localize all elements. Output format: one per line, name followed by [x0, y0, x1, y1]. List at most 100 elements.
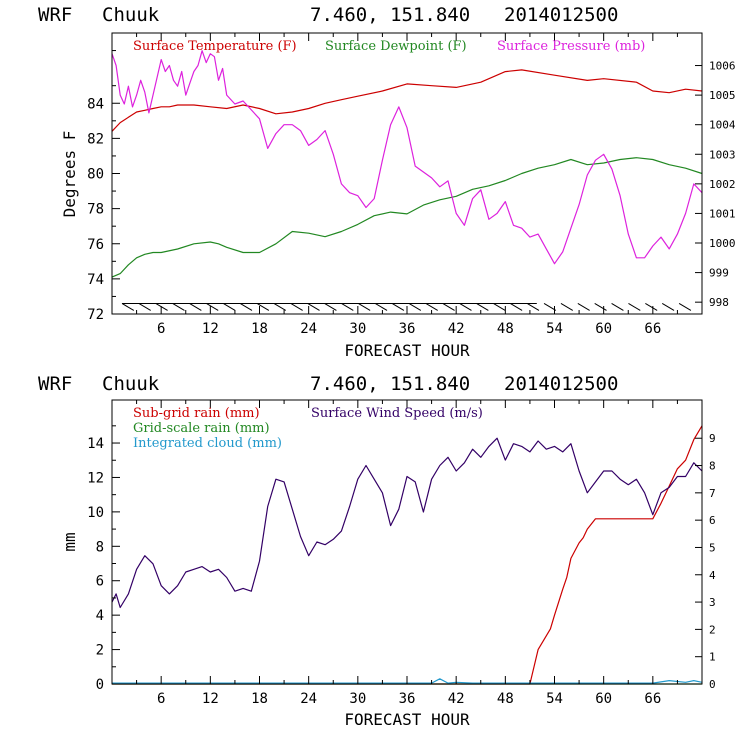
- panel-top: WRF Chuuk 7.460, 151.840 2014012500 6 12 1…: [38, 4, 736, 360]
- top-header-coords: 7.460, 151.840: [310, 4, 470, 26]
- top-x-tick-label: 6: [157, 321, 165, 337]
- top-x-tick-label: 18: [251, 321, 268, 337]
- top-axes: 6 12 18 24 30 36 42 48 54 60 66 72 74 76 78 80 82 84 998 99…: [87, 33, 736, 337]
- top-y2-tick-label: 1002: [709, 178, 736, 191]
- wind-barb: [678, 303, 692, 311]
- wind-barb: [374, 303, 388, 311]
- wind-barb: [442, 303, 455, 311]
- bottom-x-tick-label: 42: [448, 691, 465, 707]
- top-x-tick-label: 36: [399, 321, 416, 337]
- top-x-tick-label: 66: [644, 321, 661, 337]
- bottom-y2-tick-label: 7: [709, 487, 716, 500]
- wind-barb: [526, 303, 540, 311]
- wind-barb: [273, 303, 287, 311]
- top-y-tick-label: 78: [87, 202, 104, 218]
- bottom-header-coords: 7.460, 151.840: [310, 373, 470, 395]
- bottom-y2-tick-label: 2: [709, 623, 716, 636]
- wind-barb: [155, 303, 168, 311]
- wind-barb: [138, 303, 151, 311]
- bottom-x-tick-label: 66: [644, 691, 661, 707]
- top-x-tick-label: 42: [448, 321, 465, 337]
- bottom-x-tick-label: 36: [399, 691, 416, 707]
- bottom-series-line-2: [112, 678, 703, 684]
- panel-bottom: WRF Chuuk 7.460, 151.840 2014012500 6 12 1…: [38, 373, 716, 729]
- wind-barb: [223, 303, 236, 311]
- bottom-y-tick-label: 8: [96, 539, 104, 555]
- top-x-tick-label: 12: [202, 321, 219, 337]
- bottom-series-line-3: [111, 437, 703, 609]
- top-header-station: Chuuk: [102, 4, 160, 26]
- bottom-y2-tick-label: 4: [709, 569, 716, 582]
- top-x-tick-label: 48: [497, 321, 514, 337]
- top-y-tick-label: 72: [87, 307, 104, 323]
- wind-barb: [476, 303, 489, 311]
- bottom-legend-gridscale-rain: Grid-scale rain (mm): [133, 421, 270, 436]
- wind-barb: [290, 303, 303, 311]
- bottom-ylabel: mm: [60, 532, 79, 551]
- bottom-y-tick-label: 14: [87, 436, 104, 452]
- bottom-y-tick-label: 4: [96, 608, 104, 624]
- bottom-axes: 6 12 18 24 30 36 42 48 54 60 660246810121401234567…: [87, 400, 716, 707]
- bottom-y2-tick-label: 9: [709, 432, 716, 445]
- top-y-tick-label: 82: [87, 131, 104, 147]
- top-header-date: 2014012500: [504, 4, 618, 26]
- top-y-tick-label: 80: [87, 167, 104, 183]
- wind-barb: [425, 303, 438, 311]
- bottom-header-date: 2014012500: [504, 373, 618, 395]
- bottom-x-tick-label: 6: [157, 691, 165, 707]
- wind-barb: [121, 303, 135, 311]
- wind-barb: [611, 303, 624, 311]
- top-y2-tick-label: 1004: [709, 119, 736, 132]
- wind-barb: [493, 303, 506, 311]
- wind-barb: [324, 303, 337, 311]
- wind-barb: [594, 303, 607, 311]
- wind-barb: [172, 303, 185, 311]
- top-y-tick-label: 84: [87, 96, 104, 112]
- top-legend-pressure: Surface Pressure (mb): [497, 39, 645, 54]
- top-y2-tick-label: 1000: [709, 237, 736, 250]
- top-legend-dewpoint: Surface Dewpoint (F): [325, 39, 467, 54]
- top-x-tick-label: 54: [546, 321, 563, 337]
- top-xlabel: FORECAST HOUR: [344, 341, 470, 360]
- bottom-series-group: [111, 425, 703, 685]
- top-series-line-0: [111, 69, 703, 132]
- wind-barb: [408, 303, 422, 311]
- top-x-tick-label: 60: [595, 321, 612, 337]
- bottom-header-model: WRF: [38, 373, 72, 395]
- top-y2-tick-label: 998: [709, 296, 729, 309]
- bottom-legend-integrated-cloud: Integrated cloud (mm): [133, 436, 282, 451]
- bottom-xlabel: FORECAST HOUR: [344, 710, 470, 729]
- wind-barb: [661, 303, 675, 311]
- bottom-y2-tick-label: 5: [709, 541, 716, 554]
- bottom-y-tick-label: 10: [87, 505, 104, 521]
- wind-barb: [543, 303, 557, 311]
- bottom-x-tick-label: 24: [300, 691, 317, 707]
- bottom-x-tick-label: 12: [202, 691, 219, 707]
- top-legend-temperature: Surface Temperature (F): [133, 39, 297, 54]
- bottom-x-tick-label: 30: [349, 691, 366, 707]
- wind-barb: [206, 303, 219, 311]
- wind-barb: [256, 303, 270, 311]
- top-y2-tick-label: 1001: [709, 207, 736, 220]
- bottom-x-tick-label: 60: [595, 691, 612, 707]
- bottom-x-tick-label: 18: [251, 691, 268, 707]
- wind-barb: [189, 303, 202, 311]
- wind-barb: [341, 303, 354, 311]
- top-x-tick-label: 24: [300, 321, 317, 337]
- bottom-x-tick-label: 48: [497, 691, 514, 707]
- wind-barb: [628, 303, 641, 311]
- top-series-group: [111, 50, 703, 278]
- wind-barb: [577, 303, 590, 311]
- top-y2-tick-label: 999: [709, 267, 729, 280]
- bottom-y2-tick-label: 6: [709, 514, 716, 527]
- bottom-y-tick-label: 6: [96, 574, 104, 590]
- top-y2-tick-label: 1005: [709, 89, 736, 102]
- bottom-y2-tick-label: 0: [709, 678, 716, 691]
- bottom-y-tick-label: 0: [96, 677, 104, 693]
- bottom-y-tick-label: 2: [96, 643, 104, 659]
- bottom-y2-tick-label: 1: [709, 651, 716, 664]
- bottom-series-line-0: [112, 425, 703, 685]
- bottom-y2-tick-label: 3: [709, 596, 716, 609]
- bottom-y-tick-label: 12: [87, 470, 104, 486]
